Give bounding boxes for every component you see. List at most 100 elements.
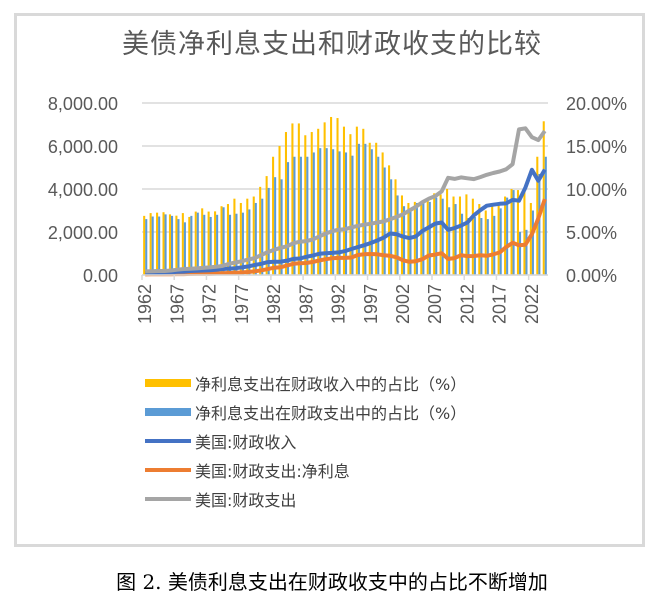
bar-outlay-share — [235, 213, 238, 275]
legend-item-receipts: 美国:财政收入 — [145, 426, 466, 455]
bar-outlay-share — [151, 216, 154, 275]
bar-outlay-share — [229, 214, 232, 275]
x-tick-label: 1972 — [200, 284, 220, 324]
x-tick-label: 1997 — [361, 284, 381, 324]
bar-outlay-share — [499, 208, 502, 275]
legend-item-outlays: 美国:财政支出 — [145, 484, 466, 513]
bar-outlay-share — [428, 201, 431, 275]
bar-revenue-share — [491, 206, 494, 275]
bar-revenue-share — [162, 212, 165, 275]
bar-revenue-share — [516, 190, 519, 275]
bar-revenue-share — [259, 186, 262, 275]
bar-revenue-share — [323, 122, 326, 275]
bar-outlay-share — [306, 156, 309, 275]
bar-revenue-share — [471, 198, 474, 275]
bar-outlay-share — [299, 156, 302, 275]
chart-frame — [14, 13, 645, 547]
line-outlays — [145, 126, 547, 274]
bar-outlay-share — [222, 207, 225, 275]
bar-revenue-share — [239, 202, 242, 275]
figure-caption: 图 2. 美债利息支出在财政收支中的占比不断增加 — [116, 570, 548, 594]
bar-revenue-share — [330, 116, 333, 275]
bar-revenue-share — [484, 210, 487, 275]
legend-label: 美国:财政支出 — [195, 490, 297, 510]
bar-revenue-share — [465, 194, 468, 275]
bar-outlay-share — [473, 216, 476, 275]
bar-outlay-share — [357, 143, 360, 275]
legend-swatch-gray — [145, 496, 191, 501]
bar-revenue-share — [355, 126, 358, 276]
bar-revenue-share — [542, 121, 545, 276]
bar-outlay-share — [538, 173, 541, 275]
bar-outlay-share — [377, 156, 380, 275]
bar-revenue-share — [336, 118, 339, 275]
bar-outlay-share — [203, 214, 206, 275]
bar-revenue-share — [291, 123, 294, 275]
bar-outlay-share — [364, 143, 367, 275]
bar-revenue-share — [188, 216, 191, 275]
legend-swatch-yellow — [145, 378, 191, 387]
bar-outlay-share — [454, 204, 457, 275]
bar-outlay-share — [332, 149, 335, 275]
bar-outlay-share — [390, 179, 393, 275]
legend-item-outlay-share: 净利息支出在财政支出中的占比（%） — [145, 397, 466, 426]
legend-label: 美国:财政支出:净利息 — [195, 461, 350, 481]
bar-revenue-share — [201, 208, 204, 275]
bar-outlay-share — [467, 218, 470, 275]
bar-outlay-share — [254, 202, 257, 275]
x-tick-label: 2022 — [522, 284, 542, 324]
y-left-tick-label: 4,000.00 — [48, 180, 118, 200]
x-tick-label: 1967 — [167, 284, 187, 324]
bar-revenue-share — [252, 196, 255, 275]
bar-revenue-share — [446, 189, 449, 275]
x-tick-label: 1992 — [329, 284, 349, 324]
bar-outlay-share — [493, 215, 496, 275]
bar-revenue-share — [439, 194, 442, 275]
x-tick-label: 2002 — [393, 284, 413, 324]
bar-revenue-share — [194, 211, 197, 275]
y-left-tick-label: 2,000.00 — [48, 223, 118, 243]
bar-outlay-share — [287, 162, 290, 275]
legend-swatch-blue — [145, 438, 191, 443]
bar-revenue-share — [523, 187, 526, 275]
bar-revenue-share — [433, 193, 436, 275]
bar-revenue-share — [420, 201, 423, 275]
line-receipts — [145, 167, 547, 275]
bar-outlay-share — [448, 207, 451, 275]
bar-revenue-share — [168, 214, 171, 275]
bar-revenue-share — [207, 211, 210, 275]
bar-outlay-share — [171, 215, 174, 275]
chart-plot: 8,000.00 6,000.00 4,000.00 2,000.00 0.00 20.… — [48, 94, 627, 324]
x-axis-labels: 1962 1967 1972 1977 1982 1987 1992 1997 2002 2007… — [135, 284, 542, 324]
bar-outlay-share — [351, 155, 354, 275]
bar-outlay-share — [338, 151, 341, 275]
bar-revenue-share — [304, 135, 307, 275]
bar-outlay-share — [325, 148, 328, 275]
bar-outlay-share — [261, 198, 264, 275]
y-left-tick-label: 6,000.00 — [48, 137, 118, 157]
bar-outlay-share — [216, 214, 219, 275]
legend: 净利息支出在财政收入中的占比（%） 净利息支出在财政支出中的占比（%） 美国:财… — [145, 368, 466, 513]
bar-outlay-share — [177, 219, 180, 275]
chart-title: 美债净利息支出和财政收支的比较 — [122, 29, 542, 60]
bar-outlay-share — [241, 212, 244, 275]
bar-revenue-share — [310, 132, 313, 275]
bar-revenue-share — [342, 126, 345, 276]
bar-revenue-share — [181, 213, 184, 275]
legend-item-net-interest: 美国:财政支出:净利息 — [145, 455, 466, 484]
x-tick-label: 1977 — [232, 284, 252, 324]
bar-revenue-share — [233, 198, 236, 275]
x-tick-label: 1982 — [264, 284, 284, 324]
x-tick-label: 2007 — [425, 284, 445, 324]
bar-outlay-share — [164, 214, 167, 275]
bar-revenue-share — [362, 128, 365, 275]
bar-outlay-share — [480, 218, 483, 275]
bar-revenue-share — [375, 142, 378, 275]
y-left-tick-label: 0.00 — [83, 266, 118, 286]
bar-outlay-share — [422, 200, 425, 275]
bar-outlay-share — [512, 190, 515, 275]
bar-outlay-share — [461, 213, 464, 275]
x-axis — [141, 274, 548, 280]
y-axis-right: 20.00% 15.00% 10.00% 5.00% 0.00% — [566, 94, 627, 286]
bar-revenue-share — [349, 134, 352, 275]
